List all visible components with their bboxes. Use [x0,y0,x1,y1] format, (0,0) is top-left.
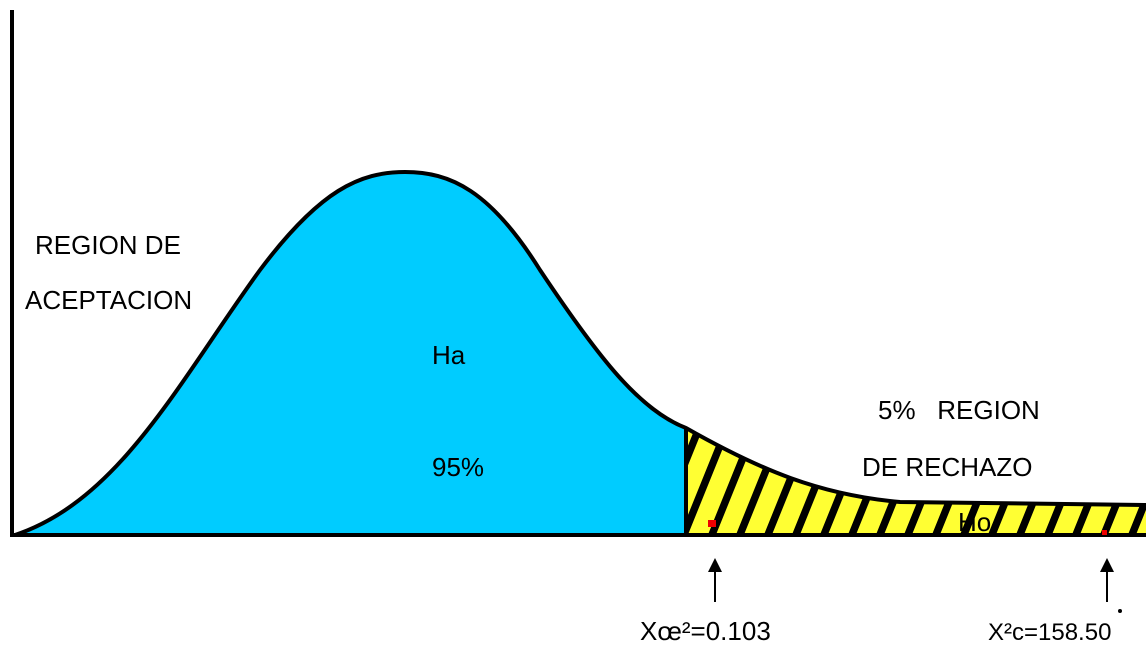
distribution-curve [14,169,1146,537]
label: X²c=158.50 [988,619,1111,645]
label: 5% REGION [878,395,1040,425]
arrow-head [708,558,722,572]
arrow-head [1100,558,1114,572]
marker-dot [1102,530,1107,535]
marker-dot [708,520,716,527]
rejection-area [686,428,1146,535]
label: DE RECHAZO [862,452,1032,482]
label: REGION DE [35,230,181,260]
dot [1118,609,1122,613]
label: Ha [432,340,466,370]
label: 95% [432,452,484,482]
acceptance-area [15,172,686,535]
label: Xœ²=0.103 [640,616,771,645]
label: Ho [958,507,991,537]
label: ACEPTACION [25,285,192,315]
